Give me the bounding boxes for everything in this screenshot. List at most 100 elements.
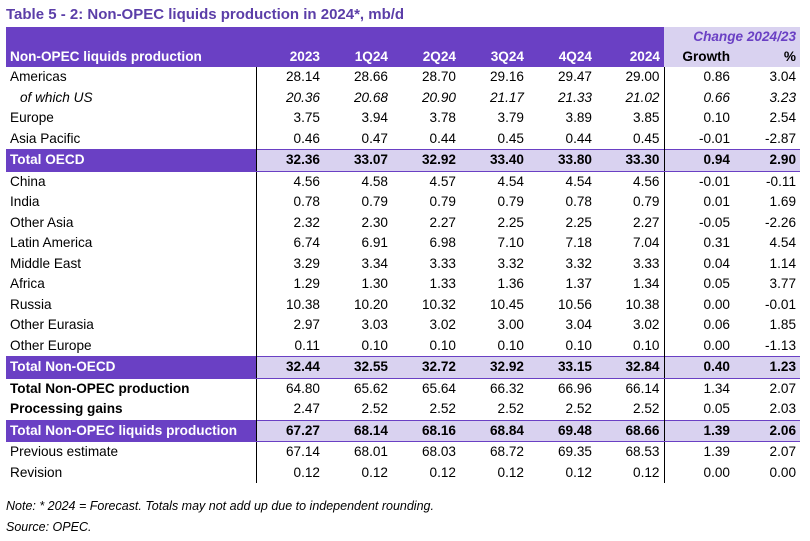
table-cell: 3.33 (429, 255, 456, 271)
table-cell: 10.38 (255, 294, 324, 315)
table-cell: 33.15 (528, 356, 596, 379)
row-label: Americas (10, 69, 67, 84)
col-header-pct: % (734, 47, 801, 67)
table-cell: 3.00 (497, 317, 524, 332)
table-cell: 0.10 (497, 337, 524, 353)
table-cell: 0.05 (663, 399, 734, 420)
table-cell: 0.45 (633, 130, 660, 146)
table-cell: 0.79 (633, 194, 660, 209)
table-cell: 32.84 (596, 356, 664, 379)
footnote: Note: * 2024 = Forecast. Totals may not … (6, 499, 434, 513)
table-cell: 1.39 (663, 441, 734, 463)
table-cell: 0.86 (663, 67, 734, 88)
table-cell: 69.48 (528, 419, 596, 442)
table-cell: 6.98 (429, 235, 456, 250)
table-cell: 68.66 (596, 419, 664, 442)
col-header-2023: 2023 (256, 47, 324, 67)
table-row: Revision 0.12 0.12 0.12 0.12 0.12 0.12 0.00 0.00 (6, 462, 800, 483)
table-cell: 67.14 (255, 441, 324, 463)
col-header-2q24: 2Q24 (392, 47, 460, 67)
table-cell: 0.12 (255, 462, 324, 483)
table-cell: -2.87 (765, 130, 797, 146)
table-cell: -0.11 (766, 173, 797, 189)
table-cell: 10.38 (625, 296, 660, 312)
table-cell: 66.32 (489, 380, 524, 396)
table-cell: 0.04 (663, 253, 734, 274)
row-label-header: Non-OPEC liquids production (6, 47, 256, 67)
col-header-1q24: 1Q24 (324, 47, 392, 67)
table-cell: -2.26 (765, 214, 797, 230)
table-cell: 0.00 (769, 464, 797, 480)
table-cell: 64.80 (255, 378, 324, 399)
table-cell: 0.10 (633, 337, 660, 353)
table-cell: 2.52 (565, 401, 592, 416)
table-cell: 3.02 (633, 317, 660, 332)
table-cell: 32.55 (324, 356, 392, 379)
change-header: Change 2024/23 (664, 27, 801, 47)
table-cell: 3.94 (361, 110, 388, 125)
table-cell: 2.03 (769, 401, 797, 416)
table-cell: 21.33 (557, 89, 592, 105)
table-cell: 3.32 (497, 255, 524, 271)
table-cell: 1.39 (663, 419, 734, 442)
table-cell: 2.54 (769, 110, 797, 125)
table-cell: 3.89 (565, 110, 592, 125)
table-cell: 6.91 (361, 235, 388, 250)
table-cell: 0.40 (663, 356, 734, 379)
table-cell: 65.62 (353, 380, 388, 396)
table-row: Processing gains 2.47 2.52 2.52 2.52 2.52 2.52… (6, 399, 800, 420)
table-cell: 0.79 (361, 194, 388, 209)
table-cell: 33.80 (528, 149, 596, 172)
table-body: Americas 28.14 28.66 28.70 29.16 29.47 29.00 0.… (6, 67, 801, 483)
table-cell: 0.01 (663, 192, 734, 213)
table-cell: 0.94 (663, 149, 734, 172)
table-cell: 68.84 (460, 419, 528, 442)
header-row-top: Change 2024/23 (6, 27, 801, 47)
table-cell: 68.01 (324, 441, 392, 463)
table-cell: 1.69 (769, 194, 797, 209)
table-cell: 3.02 (429, 317, 456, 332)
row-label: Other Asia (10, 214, 74, 230)
table-cell: 0.46 (255, 128, 324, 150)
table-cell: 3.79 (497, 110, 524, 125)
header-row: Non-OPEC liquids production 2023 1Q24 2Q… (6, 47, 801, 67)
table-cell: 4.56 (633, 173, 660, 189)
table-cell: 1.34 (633, 276, 660, 291)
header-blank (6, 27, 256, 47)
table-row: Total Non-OPEC production 64.80 65.62 65.64… (6, 378, 800, 399)
table-cell: 29.47 (557, 69, 592, 84)
table-cell: 0.12 (633, 464, 660, 480)
table-cell: 4.56 (255, 171, 324, 192)
table-cell: 4.54 (497, 173, 524, 189)
table-cell: 7.18 (565, 235, 592, 250)
table-cell: 3.34 (361, 255, 388, 271)
table-cell: -0.01 (663, 128, 734, 150)
table-cell: 0.79 (429, 194, 456, 209)
table-title: Table 5 - 2: Non-OPEC liquids production… (6, 6, 405, 23)
row-label: India (10, 194, 40, 209)
table-cell: 1.85 (769, 317, 797, 332)
row-label: Other Eurasia (10, 317, 94, 332)
table-cell: 6.74 (255, 233, 324, 254)
table-cell: 7.10 (497, 235, 524, 250)
table-cell: 68.72 (460, 441, 528, 463)
row-label: Processing gains (10, 401, 123, 416)
table-cell: 4.54 (565, 173, 592, 189)
row-label: Middle East (10, 255, 82, 271)
table-cell: 2.32 (255, 212, 324, 233)
table-cell: 0.05 (663, 274, 734, 295)
table-cell: 0.10 (361, 337, 388, 353)
table-cell: 29.00 (625, 69, 660, 84)
table-cell: 2.25 (565, 214, 592, 230)
table-cell: 1.33 (429, 276, 456, 291)
row-label: Latin America (10, 235, 93, 250)
table-cell: 2.07 (769, 380, 797, 396)
table-cell: 0.44 (565, 130, 592, 146)
table-cell: 0.47 (361, 130, 388, 146)
row-label: Africa (10, 276, 45, 291)
table-cell: 3.03 (361, 317, 388, 332)
table-cell: 1.29 (255, 274, 324, 295)
table-cell: 4.54 (769, 235, 797, 250)
table-cell: 32.72 (392, 356, 460, 379)
table-cell: 0.00 (663, 335, 734, 357)
